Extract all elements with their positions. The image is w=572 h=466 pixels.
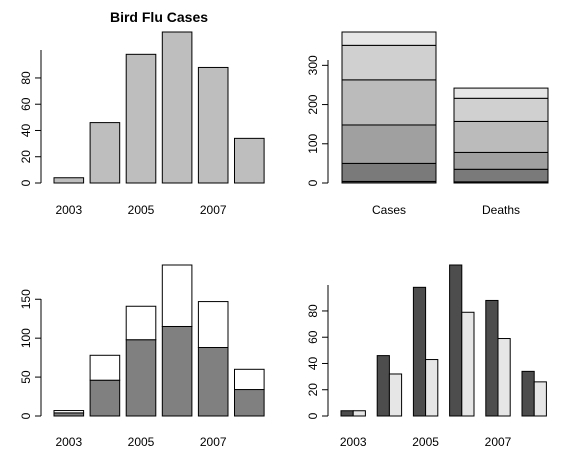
bar-segment-2005-2 [125,305,157,341]
bar-segment-2008-2 [234,368,265,391]
chart-panel-3: 0 50 100 150 2003 2005 2007 [19,264,265,449]
bar-segment-Deaths-6 [453,87,549,99]
bar-2004-series-2 [388,373,403,417]
x-tick-label: 2005 [412,435,439,449]
bar-2004 [89,122,121,184]
bar-segment-2008-1 [234,389,265,417]
bar-2008-series-2 [533,381,547,417]
chart-title: Bird Flu Cases [110,9,208,25]
bar-segment-Cases-2 [341,162,437,182]
x-tick-label: 2003 [55,203,82,217]
x-tick-label: Deaths [482,203,520,217]
bar-2005-series-2 [425,359,439,417]
x-tick-label: 2003 [340,435,367,449]
bar-segment-2005-1 [125,339,157,417]
bar-segment-2004-2 [89,354,121,381]
bar-2005 [125,53,157,184]
x-tick-label: 2007 [485,435,512,449]
bar-segment-Cases-6 [341,31,437,46]
bar-2007-series-2 [497,338,511,417]
bar-2005-series-1 [412,286,427,417]
bar-segment-Deaths-5 [453,97,549,122]
y-tick-label: 80 [306,304,320,318]
bar-segment-2003-2 [53,410,85,414]
y-tick-label: 0 [19,179,33,186]
y-tick-label: 0 [19,412,33,419]
y-tick-label: 150 [19,289,33,309]
bar-segment-2007-2 [197,301,229,349]
bar-segment-2006-2 [161,264,193,327]
bar-2004-series-1 [376,355,390,417]
y-tick-label: 300 [306,55,320,75]
bar-segment-Deaths-2 [453,168,549,183]
bar-2006 [161,31,193,184]
bar-segment-Cases-5 [341,44,437,81]
y-tick-label: 50 [19,370,33,384]
x-tick-label: 2007 [200,435,227,449]
bar-segment-Cases-3 [341,124,437,164]
bar-2003 [53,177,85,184]
x-tick-label: 2003 [55,435,82,449]
bar-2006-series-2 [461,311,475,417]
y-tick-label: 0 [306,179,320,186]
chart-panel-1: 0 20 40 60 80 2003 2005 2007 [19,31,265,217]
y-tick-label: 80 [19,71,33,85]
y-tick-label: 40 [19,123,33,137]
y-tick-label: 60 [306,330,320,344]
y-tick-label: 20 [19,150,33,164]
y-tick-label: 20 [306,383,320,397]
x-tick-label: 2005 [128,203,155,217]
y-tick-label: 60 [19,97,33,111]
bar-2006-series-1 [449,264,463,417]
x-tick-label: Cases [372,203,406,217]
bar-segment-Cases-4 [341,79,437,126]
x-tick-label: 2005 [128,435,155,449]
bar-segment-Deaths-3 [453,151,549,170]
y-tick-label: 100 [19,328,33,348]
y-tick-label: 200 [306,94,320,114]
y-tick-label: 0 [306,412,320,419]
chart-panel-2: 0 100 200 300 Cases Deaths [306,31,549,217]
bar-2007 [197,66,229,184]
bar-2008 [234,137,265,184]
x-tick-label: 2007 [200,203,227,217]
bar-2003-series-1 [340,410,354,417]
y-tick-label: 100 [306,133,320,153]
bar-segment-2006-1 [161,325,193,417]
bar-segment-2004-1 [89,379,121,417]
bar-segment-Deaths-4 [453,120,549,153]
bar-2007-series-1 [485,299,499,417]
bar-segment-2007-1 [197,347,229,417]
y-tick-label: 40 [306,356,320,370]
bar-2008-series-1 [521,370,535,417]
bar-2003-series-2 [352,410,366,417]
chart-panel-4: 0 20 40 60 80 2003 2005 2007 [306,264,547,449]
